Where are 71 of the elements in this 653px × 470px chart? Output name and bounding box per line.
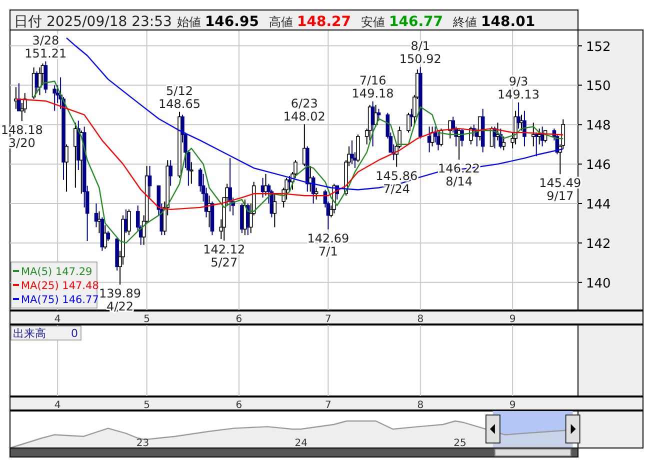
annotation: 148.65 xyxy=(158,96,201,111)
annotation: 9/3 xyxy=(508,74,528,88)
candlestick xyxy=(52,84,57,112)
chart-title: 日付 2025/09/18 23:53 xyxy=(14,14,172,30)
text: 安値 xyxy=(361,15,385,29)
x-tick-label: 6 xyxy=(236,314,242,325)
candlestick xyxy=(534,132,538,157)
candlestick xyxy=(522,110,526,147)
candlestick xyxy=(272,193,277,228)
annotation: 8/1 xyxy=(410,39,430,54)
text: 終値 xyxy=(452,15,478,29)
annotation: 9/17 xyxy=(546,189,574,204)
legend-label: MA(75) 146.77 xyxy=(21,294,99,306)
annotation: 145.86 xyxy=(376,168,418,183)
y-tick-label: 140 xyxy=(586,276,611,292)
annotation: 6/23 xyxy=(290,96,318,110)
y-tick-label: 146 xyxy=(586,158,611,174)
legend-label: MA(5) 147.29 xyxy=(21,266,92,278)
candlestick xyxy=(64,144,68,192)
annotation: 7/16 xyxy=(359,73,386,88)
candlestick xyxy=(406,112,410,134)
x-tick-label: 5 xyxy=(144,314,150,325)
text: 0 xyxy=(71,327,78,340)
x-tick-label: 24 xyxy=(294,438,308,449)
legend-label: MA(25) 147.48 xyxy=(21,280,99,292)
annotation: 3/28 xyxy=(32,33,60,48)
y-tick-label: 142 xyxy=(586,236,611,252)
text: 出来高 xyxy=(13,327,46,340)
annotation: 146.77 xyxy=(389,14,444,30)
candlestick xyxy=(106,230,110,242)
x-tick-label: 25 xyxy=(454,438,466,449)
y-tick-label: 148 xyxy=(586,118,611,134)
text: 高値 xyxy=(268,15,293,29)
annotation: 7/1 xyxy=(318,244,338,258)
candlestick xyxy=(356,134,360,163)
candlestick xyxy=(148,166,152,198)
annotation: 148.01 xyxy=(481,14,536,30)
x-tick-label: 4 xyxy=(54,314,61,325)
annotation: 150.92 xyxy=(399,52,442,66)
annotation: 142.69 xyxy=(307,231,350,246)
y-tick-label: 144 xyxy=(586,198,611,213)
candlestick xyxy=(168,160,172,186)
annotation: 8/14 xyxy=(446,174,473,189)
annotation: 7/24 xyxy=(383,182,410,196)
annotation: 146.95 xyxy=(204,14,259,30)
x-tick-label: 9 xyxy=(509,314,516,325)
candlestick xyxy=(460,128,464,147)
annotation: 148.27 xyxy=(296,14,351,30)
annotation: 151.21 xyxy=(24,46,67,60)
candlestick xyxy=(228,158,232,212)
candlestick xyxy=(531,122,536,147)
candlestick xyxy=(190,162,194,184)
x-axis-strip: 4 5 6 7 8 9 xyxy=(10,396,644,411)
text: 始値 xyxy=(176,15,201,29)
x-tick-label: 23 xyxy=(136,438,150,449)
candlestick xyxy=(537,128,542,145)
annotation: 142.12 xyxy=(203,242,246,257)
x-tick-label: 7 xyxy=(325,314,332,325)
annotation: 5/12 xyxy=(166,84,193,98)
candlestick xyxy=(350,140,354,165)
candlestick xyxy=(516,102,520,130)
x-tick-label: 8 xyxy=(417,314,424,325)
candlestick xyxy=(502,136,506,151)
y-tick-label: 152 xyxy=(586,40,611,55)
annotation: 139.89 xyxy=(99,286,142,301)
y-tick-label: 150 xyxy=(586,79,611,94)
annotation: 149.13 xyxy=(498,87,540,102)
annotation: 148.02 xyxy=(283,109,326,124)
candlestick xyxy=(127,208,131,236)
annotation: 149.18 xyxy=(352,86,394,100)
annotation: 5/27 xyxy=(210,256,238,270)
